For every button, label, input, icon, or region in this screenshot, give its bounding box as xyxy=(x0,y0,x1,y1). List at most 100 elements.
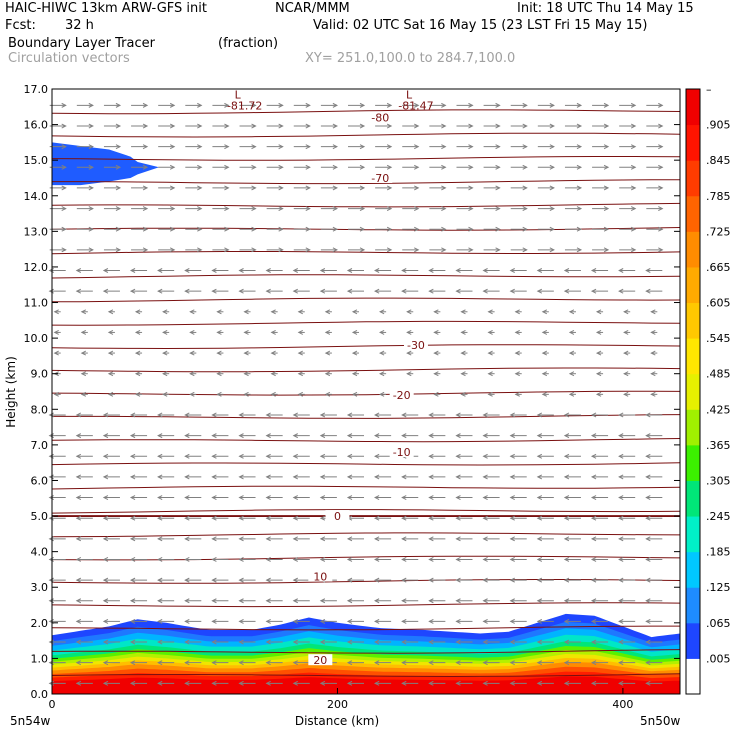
wind-vector-head xyxy=(549,123,555,129)
wind-vector-head xyxy=(401,680,407,686)
wind-vector-head xyxy=(401,515,407,521)
wind-vector-head xyxy=(603,206,610,212)
wind-vector-head xyxy=(468,206,474,212)
isotherm-line xyxy=(51,579,681,584)
wind-vector-head xyxy=(433,371,439,377)
wind-vector-head xyxy=(433,350,439,356)
wind-vector-head xyxy=(129,453,136,459)
x-start-location: 5n54w xyxy=(10,714,51,728)
wind-vector-head xyxy=(216,350,222,356)
wind-vector-head xyxy=(603,123,610,129)
tracer-band-12 xyxy=(52,676,680,694)
wind-vector-head xyxy=(522,247,528,253)
wind-vector-head xyxy=(157,474,163,480)
wind-vector-head xyxy=(243,391,249,397)
wind-vector-head xyxy=(238,618,244,624)
wind-vector-head xyxy=(428,453,434,459)
wind-vector-head xyxy=(305,206,311,212)
valid-time: Valid: 02 UTC Sat 16 May 15 (23 LST Fri … xyxy=(313,18,648,33)
wind-vector-head xyxy=(455,515,461,521)
wind-vector-head xyxy=(522,144,528,150)
wind-vector-head xyxy=(386,123,393,129)
wind-vector-head xyxy=(482,268,488,273)
colorbar-swatch xyxy=(686,302,700,339)
colorbar-swatch xyxy=(686,89,700,126)
x-tick-label: 200 xyxy=(327,698,348,711)
wind-vector-head xyxy=(278,185,284,191)
wind-vector-head xyxy=(595,391,602,397)
wind-vector-head xyxy=(75,577,82,583)
wind-vector-head xyxy=(374,433,380,439)
colorbar-label: .425 xyxy=(706,403,731,416)
wind-vector-head xyxy=(251,226,257,232)
wind-vector-head xyxy=(568,391,575,397)
colorbar-label: .605 xyxy=(706,297,731,310)
wind-vector-head xyxy=(142,164,149,170)
minimum-marker: L xyxy=(406,89,413,102)
colorbar-label: .005 xyxy=(706,652,731,665)
wind-vector-head xyxy=(107,371,114,377)
wind-vector-head xyxy=(595,309,602,315)
wind-vector-head xyxy=(455,557,461,562)
wind-vector-head xyxy=(509,268,515,273)
wind-vector-head xyxy=(278,102,284,108)
isotherm-line xyxy=(51,202,681,208)
wind-vector-head xyxy=(319,453,326,459)
wind-vector-head xyxy=(482,495,488,501)
colorbar-label: .905 xyxy=(706,119,731,132)
wind-vector-head xyxy=(495,185,501,191)
isotherm-line xyxy=(51,462,681,466)
wind-vector-head xyxy=(80,329,87,335)
wind-vector-head xyxy=(319,618,326,624)
wind-vector-head xyxy=(401,412,407,418)
wind-vector-head xyxy=(618,474,624,480)
wind-vector-head xyxy=(75,639,82,645)
wind-vector-head xyxy=(441,102,447,108)
wind-vector-head xyxy=(522,185,528,191)
wind-vector-head xyxy=(563,268,570,273)
wind-vector-head xyxy=(487,350,493,356)
wind-vector-head xyxy=(536,288,543,294)
wind-vector-head xyxy=(189,329,195,335)
wind-vector-head xyxy=(351,350,358,356)
wind-vector-head xyxy=(482,577,488,583)
wind-vector-head xyxy=(297,350,303,356)
wind-vector-head xyxy=(406,371,412,377)
wind-vector-head xyxy=(428,639,434,645)
wind-vector-head xyxy=(650,391,656,397)
isotherm-line xyxy=(52,179,680,185)
wind-vector-head xyxy=(623,371,629,377)
wind-vector-head xyxy=(129,515,136,521)
wind-vector-head xyxy=(107,329,114,335)
wind-vector-head xyxy=(115,206,122,212)
wind-vector-head xyxy=(88,123,94,129)
wind-vector-head xyxy=(618,433,624,439)
y-tick-label: 10.0 xyxy=(24,332,49,345)
isotherm-line xyxy=(51,532,681,538)
wind-vector-head xyxy=(623,350,629,356)
wind-vector-head xyxy=(319,639,326,645)
wind-vector-head xyxy=(251,185,257,191)
wind-vector-head xyxy=(618,412,624,418)
wind-vector-head xyxy=(238,453,244,459)
wind-vector-head xyxy=(630,144,637,150)
contour-label: 0 xyxy=(334,510,341,523)
wind-vector-head xyxy=(374,680,380,686)
wind-vector-head xyxy=(278,247,284,253)
temperature-contours xyxy=(51,109,681,678)
y-tick-label: 1.0 xyxy=(31,652,49,665)
y-tick-label: 11.0 xyxy=(24,297,49,310)
colorbar-label: .665 xyxy=(706,261,731,274)
wind-vector-head xyxy=(292,660,298,666)
wind-vector-head xyxy=(645,680,651,686)
wind-vector-head xyxy=(650,329,656,335)
colorbar-swatch xyxy=(686,409,700,446)
wind-vector-head xyxy=(142,206,149,212)
wind-vector-head xyxy=(238,288,244,294)
wind-vector-head xyxy=(590,598,597,604)
isotherm-line xyxy=(51,625,680,631)
wind-vector-head xyxy=(455,536,461,542)
wind-vector-head xyxy=(61,144,67,150)
wind-vector-head xyxy=(251,144,257,150)
wind-vector-head xyxy=(61,247,67,253)
